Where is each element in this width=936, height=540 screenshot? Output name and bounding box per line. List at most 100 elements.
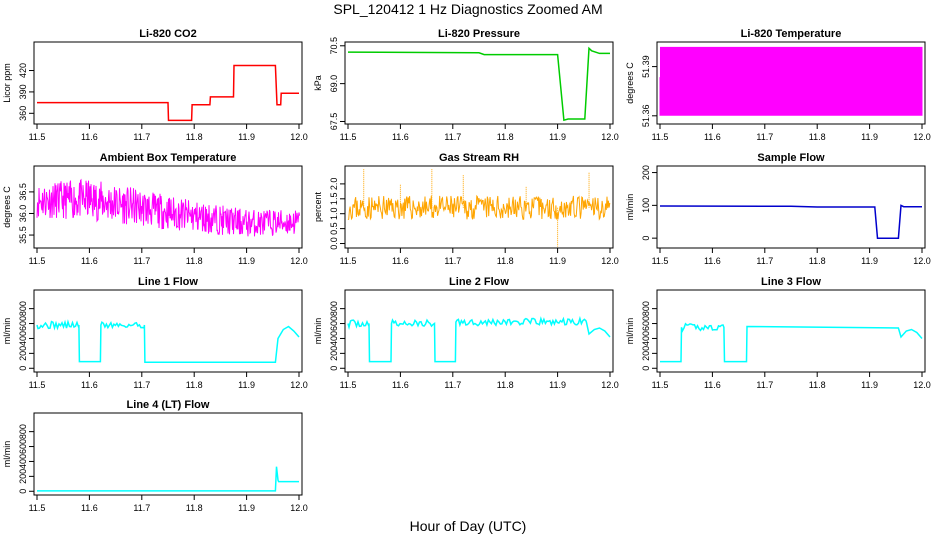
chart9-xtick-label: 11.7 bbox=[756, 380, 773, 390]
chart9-ytick-label: 600 bbox=[641, 316, 651, 331]
chart9-data bbox=[660, 322, 923, 363]
chart2-series bbox=[347, 46, 610, 122]
chart7-frame bbox=[33, 289, 303, 373]
chart10-xtick-label: 11.6 bbox=[81, 503, 98, 513]
chart5-xtick-label: 11.5 bbox=[340, 256, 357, 266]
chart6-xtick-label: 12.0 bbox=[913, 256, 931, 266]
chart8-series bbox=[347, 315, 611, 363]
chart4-frame bbox=[33, 165, 303, 249]
chart3-ylabel: degrees C bbox=[625, 62, 635, 104]
chart5-xtick-label: 11.6 bbox=[392, 256, 409, 266]
chart3: Li-820 Temperature degrees C 11.5 11.6 11.7 1… bbox=[625, 28, 931, 142]
chart3-title: Li-820 Temperature bbox=[741, 28, 842, 40]
chart4-xtick-label: 11.5 bbox=[29, 256, 46, 266]
chart5-ytick-label: 1.5 bbox=[329, 193, 339, 206]
chart4-xtick-label: 11.6 bbox=[81, 256, 98, 266]
chart2-xtick-label: 11.9 bbox=[549, 132, 566, 142]
chart5-xtick-label: 12.0 bbox=[601, 256, 619, 266]
chart6-xtick-label: 11.5 bbox=[652, 256, 669, 266]
chart1-ylabel: Licor ppm bbox=[2, 63, 12, 103]
chart3-xtick-label: 11.5 bbox=[652, 132, 669, 142]
chart6-xtick-label: 11.6 bbox=[704, 256, 721, 266]
chart9-title: Line 3 Flow bbox=[761, 276, 821, 288]
chart10-data bbox=[37, 466, 299, 492]
chart5-data bbox=[347, 168, 611, 247]
chart6-title: Sample Flow bbox=[757, 152, 825, 164]
chart3-series bbox=[659, 46, 923, 116]
chart8-data bbox=[347, 315, 611, 363]
chart6: Sample Flow ml/min 11.5 11.6 11.7 11.8 11.9 12.… bbox=[625, 152, 931, 266]
chart8-title: Line 2 Flow bbox=[449, 276, 509, 288]
chart1-ytick-label: 360 bbox=[18, 106, 28, 121]
chart10-ylabel: ml/min bbox=[2, 441, 12, 468]
chart9-xtick-label: 11.8 bbox=[809, 380, 826, 390]
chart8-xtick-label: 12.0 bbox=[601, 380, 619, 390]
chart3-data bbox=[659, 46, 923, 116]
chart10: Line 4 (LT) Flow ml/min 11.5 11.6 11.7 11.8 11… bbox=[2, 399, 308, 513]
chart4-xtick-label: 11.7 bbox=[133, 256, 150, 266]
chart9-ytick-label: 800 bbox=[641, 301, 651, 316]
chart8-xtick-label: 11.6 bbox=[392, 380, 409, 390]
chart5-ytick-label: 1.0 bbox=[329, 207, 339, 220]
chart2-title: Li-820 Pressure bbox=[438, 28, 520, 40]
chart2-ytick-label: 70.5 bbox=[329, 37, 339, 55]
chart9: Line 3 Flow ml/min 11.5 11.6 11.7 11.8 11.9 12.… bbox=[625, 276, 931, 390]
chart9-series bbox=[660, 322, 923, 363]
chart10-ytick-label: 0 bbox=[18, 489, 28, 494]
chart2-ytick-label: 67.5 bbox=[329, 113, 339, 131]
chart1-data bbox=[37, 64, 299, 122]
chart8-xtick-label: 11.8 bbox=[497, 380, 514, 390]
chart1-xtick-label: 11.8 bbox=[186, 132, 203, 142]
chart3-frame bbox=[656, 41, 926, 125]
chart10-frame bbox=[33, 412, 303, 496]
chart9-ytick-label: 0 bbox=[641, 366, 651, 371]
chart4-ytick-label: 35.5 bbox=[18, 226, 28, 244]
chart10-ytick-label: 200 bbox=[18, 469, 28, 484]
chart9-xtick-label: 12.0 bbox=[913, 380, 931, 390]
chart7-title: Line 1 Flow bbox=[138, 276, 198, 288]
chart2: Li-820 Pressure kPa 11.5 11.6 11.7 11.8 11.9 12… bbox=[313, 28, 619, 142]
chart1-xtick-label: 11.9 bbox=[238, 132, 255, 142]
chart8: Line 2 Flow ml/min 11.5 11.6 11.7 11.8 11.9 12.… bbox=[313, 276, 619, 390]
chart3-xtick-label: 11.6 bbox=[704, 132, 721, 142]
chart8-ytick-label: 200 bbox=[329, 346, 339, 361]
chart6-xtick-label: 11.8 bbox=[809, 256, 826, 266]
chart5-ytick-label: 0.5 bbox=[329, 222, 339, 235]
chart8-xtick-label: 11.5 bbox=[340, 380, 357, 390]
chart7: Line 1 Flow ml/min 11.5 11.6 11.7 11.8 11.9 12.… bbox=[2, 276, 308, 390]
chart7-xtick-label: 11.6 bbox=[81, 380, 98, 390]
chart1-xtick-label: 11.6 bbox=[81, 132, 98, 142]
chart7-xtick-label: 11.8 bbox=[186, 380, 203, 390]
chart5-title: Gas Stream RH bbox=[439, 152, 519, 164]
chart7-xtick-label: 11.7 bbox=[133, 380, 150, 390]
chart8-xtick-label: 11.7 bbox=[444, 380, 461, 390]
chart9-ytick-label: 200 bbox=[641, 346, 651, 361]
chart10-ytick-label: 600 bbox=[18, 439, 28, 454]
chart5-ylabel: percent bbox=[313, 191, 323, 222]
chart4-ylabel: degrees C bbox=[2, 186, 12, 228]
chart7-ytick-label: 800 bbox=[18, 301, 28, 316]
chart5-xtick-label: 11.8 bbox=[497, 256, 514, 266]
chart4-xtick-label: 11.9 bbox=[238, 256, 255, 266]
chart6-series bbox=[659, 204, 922, 239]
chart1-series bbox=[37, 64, 299, 122]
chart10-title: Line 4 (LT) Flow bbox=[127, 399, 210, 411]
chart7-ytick-label: 200 bbox=[18, 346, 28, 361]
chart7-ytick-label: 600 bbox=[18, 316, 28, 331]
chart2-xtick-label: 11.7 bbox=[444, 132, 461, 142]
chart7-data bbox=[36, 319, 300, 364]
chart9-frame bbox=[656, 289, 926, 373]
chart4-xtick-label: 12.0 bbox=[290, 256, 308, 266]
chart8-xtick-label: 11.9 bbox=[549, 380, 566, 390]
chart9-xtick-label: 11.9 bbox=[861, 380, 878, 390]
chart1-xtick-label: 12.0 bbox=[290, 132, 308, 142]
chart2-frame bbox=[344, 41, 614, 125]
chart6-frame bbox=[656, 165, 926, 249]
chart5-frame bbox=[344, 165, 614, 249]
chart3-xtick-label: 11.7 bbox=[756, 132, 773, 142]
chart9-ytick-label: 400 bbox=[641, 331, 651, 346]
chart5-series bbox=[347, 194, 611, 221]
chart6-xtick-label: 11.7 bbox=[756, 256, 773, 266]
chart10-ytick-label: 400 bbox=[18, 454, 28, 469]
